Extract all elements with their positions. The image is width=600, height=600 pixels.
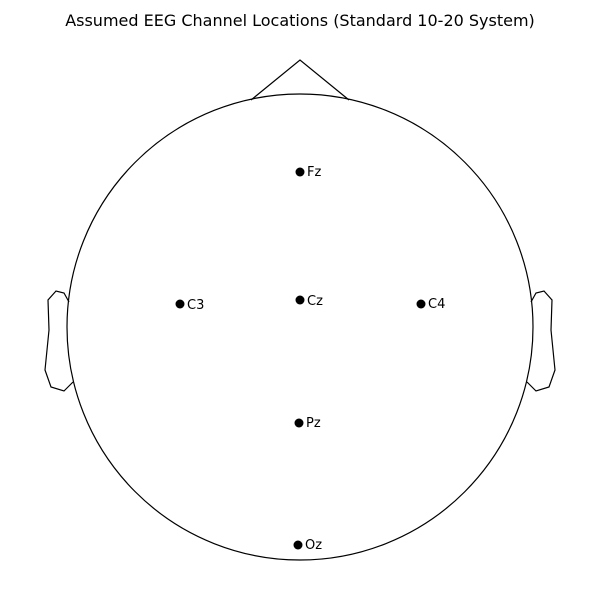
electrode-label: Fz (307, 165, 321, 180)
electrode-c3: C3 (175, 298, 204, 313)
left-ear-outline (44, 290, 74, 392)
electrode-fz: Fz (295, 165, 321, 180)
electrode-label: Cz (307, 294, 323, 309)
electrode-marker (295, 295, 305, 305)
electrode-marker (175, 299, 185, 309)
electrode-label: Oz (305, 538, 322, 553)
electrode-group: Fz C3 Cz C4 Pz Oz (175, 165, 445, 553)
electrode-label: C3 (187, 298, 204, 313)
electrode-marker (294, 418, 304, 428)
electrode-oz: Oz (293, 538, 322, 553)
figure-title: Assumed EEG Channel Locations (Standard … (65, 11, 535, 30)
electrode-label: Pz (306, 416, 321, 431)
right-ear-outline (526, 290, 556, 392)
head-outline (44, 59, 556, 561)
electrode-cz: Cz (295, 294, 323, 309)
electrode-c4: C4 (416, 297, 445, 312)
head-circle (66, 93, 534, 561)
electrode-label: C4 (428, 297, 445, 312)
nose-outline (250, 59, 350, 101)
electrode-marker (295, 167, 305, 177)
electrode-pz: Pz (294, 416, 321, 431)
electrode-marker (416, 299, 426, 309)
electrode-marker (293, 540, 303, 550)
